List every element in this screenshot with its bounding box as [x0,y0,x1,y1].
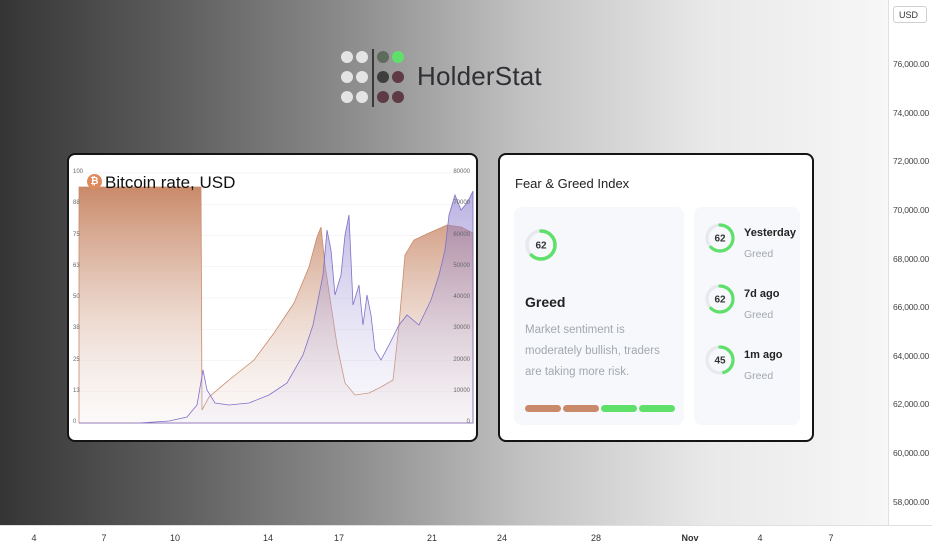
yesterday-sentiment: Greed [744,248,774,260]
fear-greed-current-panel: 62 Greed Market sentiment is moderately … [514,207,684,425]
right-axis-tick: 0 [466,419,470,425]
date-tick: 4 [31,533,37,543]
date-axis[interactable]: 4 7 10 14 17 21 24 28 Nov 4 7 [0,525,932,551]
date-tick: 7 [101,533,107,543]
right-axis-tick: 50000 [453,262,470,269]
week-ago-gauge-arc [705,284,735,314]
right-axis-tick: 30000 [453,325,470,332]
logo-dot [377,71,389,83]
logo-dot [356,91,368,103]
date-tick: 10 [169,533,181,543]
left-axis-tick: 0 [73,419,77,425]
left-axis-tick: 100 [73,169,84,175]
month-ago-sentiment: Greed [744,370,774,382]
sentiment-segment [601,405,637,412]
sentiment-segment [563,405,599,412]
date-tick: 4 [757,533,763,543]
logo-dot [341,51,353,63]
date-tick: 17 [333,533,345,543]
logo-dot [392,91,404,103]
price-area [79,190,474,424]
price-tick: 76,000.00 [892,59,929,69]
bitcoin-icon: ₿ [87,174,102,189]
logo-dot [392,71,404,83]
current-sentiment-description: Market sentiment is moderately bullish, … [525,324,660,378]
date-tick: Nov [681,533,699,543]
current-sentiment-label: Greed [525,294,566,310]
left-axis-tick: 75 [73,231,80,238]
price-tick: 72,000.00 [892,156,929,166]
price-tick: 68,000.00 [892,254,929,264]
fear-greed-card: Fear & Greed Index 62 Greed Market senti… [498,153,814,442]
month-ago-gauge-value: 45 [714,356,726,367]
bitcoin-chart-title: Bitcoin rate, USD [105,173,236,192]
yesterday-gauge-value: 62 [714,234,726,245]
right-axis-tick: 10000 [453,387,470,394]
current-gauge-value: 62 [535,241,547,252]
price-tick: 70,000.00 [892,205,929,215]
week-ago-sentiment: Greed [744,309,774,321]
fear-greed-history-panel: 62 Yesterday Greed 62 7d ago Greed 45 1m… [694,207,800,425]
date-tick: 24 [496,533,508,543]
month-ago-label: 1m ago [744,349,783,361]
bitcoin-rate-card: ₿ Bitcoin rate, USD 100 88 75 63 50 38 25 13 0 8… [67,153,478,442]
week-ago-gauge-value: 62 [714,295,726,306]
date-tick: 21 [426,533,438,543]
fear-greed-title: Fear & Greed Index [515,176,630,191]
month-ago-gauge: 45 [705,345,735,375]
logo-dot [341,71,353,83]
date-tick: 7 [828,533,834,543]
left-axis-tick: 38 [73,325,80,332]
logo-dot [356,71,368,83]
month-ago-gauge-arc [705,345,735,375]
current-gauge-arc [525,229,557,261]
date-tick: 14 [262,533,274,543]
right-axis-tick: 40000 [453,294,470,300]
price-axis[interactable]: USD 76,000.00 74,000.00 72,000.00 70,000.00… [888,0,932,525]
right-axis-tick: 60000 [453,231,470,238]
logo-dot [392,51,404,63]
price-tick: 58,000.00 [892,497,929,507]
current-gauge: 62 [525,229,557,261]
sentiment-segment [525,405,561,412]
yesterday-gauge-arc [705,223,735,253]
logo-dot [341,91,353,103]
price-tick: 60,000.00 [892,448,929,458]
right-axis-tick: 80000 [453,169,470,175]
bitcoin-chart-svg [78,172,474,424]
week-ago-gauge: 62 [705,284,735,314]
price-tick: 74,000.00 [892,108,929,118]
logo-dot [356,51,368,63]
left-axis-tick: 50 [73,294,80,300]
date-tick: 28 [590,533,602,543]
right-axis-tick: 20000 [453,356,470,363]
price-tick: 64,000.00 [892,351,929,361]
left-axis-tick: 88 [73,200,80,207]
sentiment-segment [639,405,675,412]
left-axis-tick: 13 [73,387,80,394]
logo-dot [377,91,389,103]
logo-text: HolderStat [417,61,542,91]
yesterday-label: Yesterday [744,227,796,239]
price-tick: 62,000.00 [892,399,929,409]
logo-divider [372,49,374,107]
right-axis-tick: 70000 [453,200,470,207]
price-tick: 66,000.00 [892,302,929,312]
yesterday-gauge: 62 [705,223,735,253]
week-ago-label: 7d ago [744,288,780,300]
left-axis-tick: 25 [73,356,80,363]
left-axis-tick: 63 [73,262,80,269]
currency-selector[interactable]: USD [893,6,927,23]
logo-dot [377,51,389,63]
